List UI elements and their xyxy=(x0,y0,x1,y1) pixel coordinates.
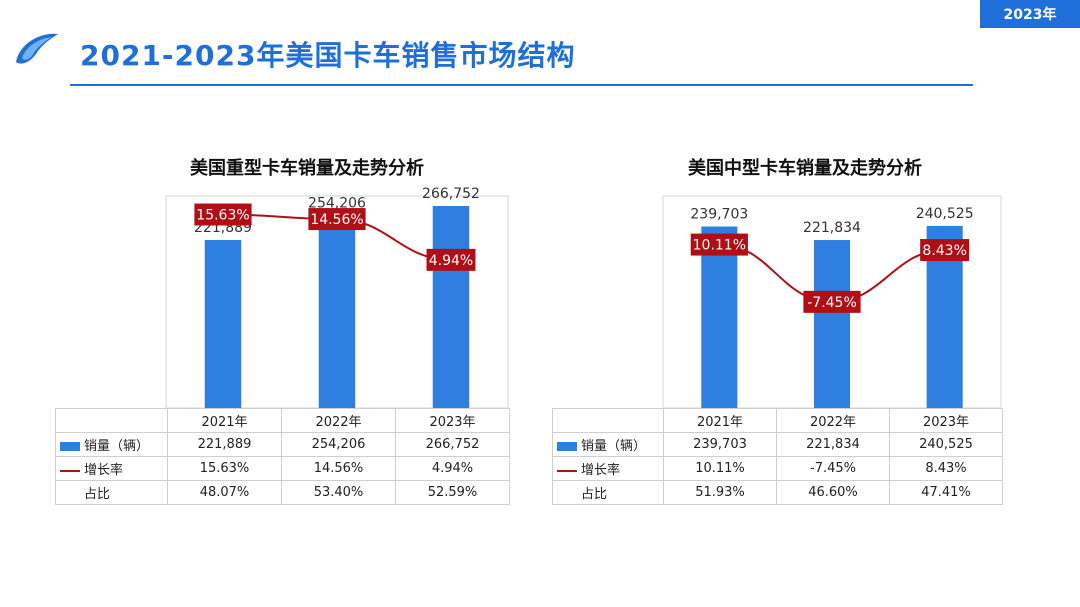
line-legend-swatch xyxy=(557,469,577,472)
chart-title-heavy: 美国重型卡车销量及走势分析 xyxy=(190,158,424,179)
legend-sales: 销量（辆） xyxy=(552,432,664,457)
table-cell: 221,834 xyxy=(776,432,890,457)
table-row-sales: 销量（辆） 221,889 254,206 266,752 xyxy=(55,432,510,457)
table-row-growth: 增长率 10.11% -7.45% 8.43% xyxy=(552,456,1003,481)
sales-bar xyxy=(813,240,851,408)
sales-bar xyxy=(318,215,356,408)
table-header-cell: 2023年 xyxy=(889,408,1003,433)
sales-bar xyxy=(701,226,738,408)
table-header-row: 2021年 2022年 2023年 xyxy=(55,408,510,433)
growth-label-box xyxy=(194,203,252,226)
growth-data-label: 15.63% xyxy=(196,208,249,224)
table-cell: 14.56% xyxy=(281,456,396,481)
growth-data-label: 8.43% xyxy=(922,243,966,259)
legend-growth: 增长率 xyxy=(552,456,664,481)
table-header-cell: 2021年 xyxy=(167,408,282,433)
table-cell: -7.45% xyxy=(776,456,890,481)
table-corner xyxy=(55,408,168,433)
table-cell: 266,752 xyxy=(395,432,510,457)
legend-label: 增长率 xyxy=(84,463,124,478)
table-cell: 53.40% xyxy=(281,480,396,505)
table-header-cell: 2022年 xyxy=(776,408,890,433)
legend-sales: 销量（辆） xyxy=(55,432,168,457)
legend-share: 占比 xyxy=(552,480,664,505)
table-cell: 48.07% xyxy=(167,480,282,505)
growth-label-box xyxy=(920,239,970,262)
sales-data-label: 266,752 xyxy=(422,186,480,202)
sales-bar xyxy=(432,206,470,408)
logo-icon xyxy=(16,33,58,64)
sales-data-label: 240,525 xyxy=(916,206,974,222)
table-row-sales: 销量（辆） 239,703 221,834 240,525 xyxy=(552,432,1003,457)
bar-legend-swatch xyxy=(60,442,80,451)
table-header-cell: 2022年 xyxy=(281,408,396,433)
year-badge: 2023年 xyxy=(980,0,1080,28)
sales-data-label: 254,206 xyxy=(308,196,366,212)
table-row-share: 占比 51.93% 46.60% 47.41% xyxy=(552,480,1003,505)
table-header-cell: 2021年 xyxy=(663,408,777,433)
table-cell: 46.60% xyxy=(776,480,890,505)
growth-data-label: 14.56% xyxy=(310,212,363,228)
line-legend-swatch xyxy=(60,469,80,472)
legend-label: 占比 xyxy=(581,487,608,502)
table-cell: 4.94% xyxy=(395,456,510,481)
growth-label-box xyxy=(690,233,748,256)
table-row-share: 占比 48.07% 53.40% 52.59% xyxy=(55,480,510,505)
table-row-growth: 增长率 15.63% 14.56% 4.94% xyxy=(55,456,510,481)
table-header-row: 2021年 2022年 2023年 xyxy=(552,408,1003,433)
title-divider xyxy=(70,84,973,86)
growth-data-label: 10.11% xyxy=(693,238,746,254)
sales-data-label: 221,834 xyxy=(803,220,861,236)
chart-title-medium: 美国中型卡车销量及走势分析 xyxy=(688,158,922,179)
table-cell: 8.43% xyxy=(889,456,1003,481)
page-title: 2021-2023年美国卡车销售市场结构 xyxy=(80,39,576,72)
table-cell: 10.11% xyxy=(663,456,777,481)
growth-data-label: 4.94% xyxy=(429,253,473,269)
bar-legend-swatch xyxy=(557,442,577,451)
table-cell: 47.41% xyxy=(889,480,1003,505)
table-cell: 240,525 xyxy=(889,432,1003,457)
legend-label: 增长率 xyxy=(581,463,621,478)
table-cell: 221,889 xyxy=(167,432,282,457)
table-header-cell: 2023年 xyxy=(395,408,510,433)
medium-truck-table: 2021年 2022年 2023年 销量（辆） 239,703 221,834 … xyxy=(552,408,1003,505)
legend-label: 占比 xyxy=(84,487,111,502)
medium-truck-chart: 239,703 221,834 240,525 10.11% -7.45% 8.43% xyxy=(662,195,1002,409)
legend-growth: 增长率 xyxy=(55,456,168,481)
table-cell: 239,703 xyxy=(663,432,777,457)
legend-label: 销量（辆） xyxy=(581,439,647,454)
growth-label-box xyxy=(803,290,861,313)
sales-data-label: 239,703 xyxy=(690,207,748,223)
legend-label: 销量（辆） xyxy=(84,439,150,454)
table-corner xyxy=(552,408,664,433)
growth-label-box xyxy=(308,208,366,231)
legend-share: 占比 xyxy=(55,480,168,505)
table-cell: 52.59% xyxy=(395,480,510,505)
table-cell: 254,206 xyxy=(281,432,396,457)
table-cell: 15.63% xyxy=(167,456,282,481)
table-cell: 51.93% xyxy=(663,480,777,505)
sales-bar xyxy=(204,239,242,408)
growth-label-box xyxy=(426,248,476,271)
growth-data-label: -7.45% xyxy=(807,295,857,311)
heavy-truck-table: 2021年 2022年 2023年 销量（辆） 221,889 254,206 … xyxy=(55,408,510,505)
